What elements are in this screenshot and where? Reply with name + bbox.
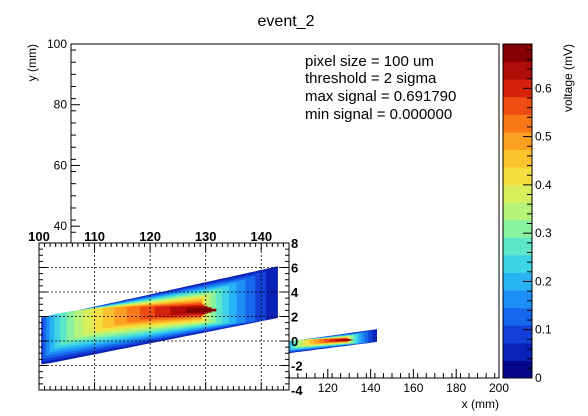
y-tick-label: 60: [54, 158, 68, 172]
x-tick-label: 180: [446, 381, 466, 395]
inset-axes: 100 110 120 130 140 -4 -2 0 2 4 6 8: [28, 229, 303, 398]
colorbar-segment: [503, 61, 532, 80]
colorbar-segment: [503, 290, 532, 309]
colorbar-segment: [503, 131, 532, 150]
x-axis-title: x (mm): [462, 397, 499, 411]
colorbar-tick-label: 0.3: [535, 226, 552, 240]
x-tick-label: 160: [403, 381, 423, 395]
main-contour-level: [341, 339, 352, 341]
colorbar-segment: [503, 167, 532, 186]
colorbar-axis: 0 0.1 0.2 0.3 0.4 0.5 0.6: [502, 43, 552, 385]
colorbar-segment: [503, 272, 532, 291]
x-tick-label: 200: [489, 381, 509, 395]
inset-contour-level: [203, 308, 217, 312]
colorbar-segment: [503, 79, 532, 98]
y-tick-label: 80: [54, 98, 68, 112]
inset-x-tick-label: 140: [250, 229, 272, 244]
main-contour-level: [348, 339, 354, 341]
main-signal-region: [285, 329, 377, 354]
inset-x-tick-label: 110: [84, 229, 105, 244]
inset-y-tick-label: 4: [291, 285, 299, 300]
colorbar-tick-label: 0.2: [535, 274, 552, 288]
inset-x-tick-label: 100: [28, 229, 50, 244]
colorbar-tick-label: 0.5: [535, 130, 552, 144]
colorbar-tick-label: 0: [535, 371, 542, 385]
colorbar-segment: [503, 342, 532, 361]
chart-title: event_2: [258, 13, 315, 30]
inset-signal-region: [41, 266, 278, 365]
colorbar-border: [502, 43, 533, 379]
y-axis-title: y (mm): [25, 44, 39, 81]
annotation-min-signal: min signal = 0.000000: [305, 106, 452, 123]
annotation-max-signal: max signal = 0.691790: [305, 88, 456, 105]
colorbar-segment: [503, 184, 532, 203]
annotation-pixel-size: pixel size = 100 um: [305, 53, 434, 70]
inset-y-tick-label: 8: [291, 236, 298, 251]
colorbar-segment: [503, 254, 532, 274]
inset-y-tick-label: -4: [291, 383, 303, 398]
inset-y-tick-label: 0: [291, 334, 298, 349]
inset-y-tick-label: 6: [291, 261, 298, 276]
colorbar-segment: [503, 44, 532, 63]
colorbar-title: voltage (mV): [561, 44, 575, 112]
colorbar-segment: [503, 219, 532, 238]
inset-grid: [39, 243, 289, 390]
colorbar-segment: [503, 202, 532, 221]
x-tick-label: 140: [361, 381, 381, 395]
inset-contour-level: [186, 307, 212, 314]
x-tick-label: 120: [318, 381, 338, 395]
colorbar-segment: [503, 114, 532, 133]
colorbar-segment: [503, 360, 532, 379]
colorbar-tick-label: 0.4: [535, 178, 552, 192]
colorbar-tick-label: 0.6: [535, 81, 552, 95]
y-tick-label: 100: [47, 37, 67, 51]
colorbar-segment: [503, 237, 532, 256]
colorbar-segment: [503, 307, 532, 326]
inset-x-tick-label: 120: [139, 229, 161, 244]
colorbar-segment: [503, 325, 532, 344]
main-axes: 120140160180200020406080100: [47, 37, 509, 395]
annotation-box: pixel size = 100 um threshold = 2 sigma …: [305, 53, 456, 123]
colorbar-segment: [503, 96, 532, 115]
annotation-threshold: threshold = 2 sigma: [305, 70, 437, 87]
colorbar-tick-label: 0.1: [535, 323, 552, 337]
inset-y-tick-label: 2: [291, 310, 298, 325]
inset-y-tick-label: -2: [291, 359, 303, 374]
colorbar: [503, 44, 532, 379]
inset-x-tick-label: 130: [195, 229, 217, 244]
colorbar-segment: [503, 149, 532, 168]
y-tick-label: 40: [54, 219, 68, 233]
